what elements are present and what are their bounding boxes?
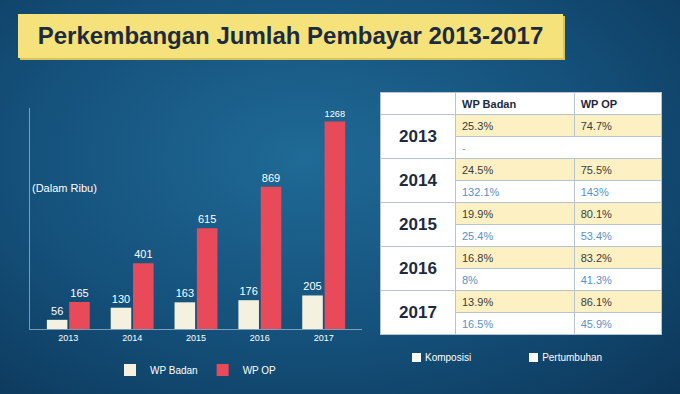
svg-text:56: 56 <box>51 305 63 317</box>
html-text:86.1%: 86.1% <box>580 295 612 308</box>
html-text:25.4%: 25.4% <box>462 229 494 242</box>
html-text:Komposisi: Komposisi <box>425 352 472 363</box>
html-text:2017: 2017 <box>399 302 437 322</box>
html-text:Perkembangan Jumlah Pembayar 2: Perkembangan Jumlah Pembayar 2013-2017 <box>37 22 544 49</box>
html-text:WP Badan: WP Badan <box>462 97 517 110</box>
svg-text:WP Badan: WP Badan <box>150 365 198 376</box>
svg-text:2016: 2016 <box>250 333 270 343</box>
svg-text:2013: 2013 <box>58 333 78 343</box>
html-text:2014: 2014 <box>399 170 437 190</box>
html-text:WP OP: WP OP <box>580 97 618 110</box>
html-text:74.7%: 74.7% <box>580 119 612 132</box>
html-text:2016: 2016 <box>399 258 437 278</box>
svg-text:1268: 1268 <box>325 109 346 119</box>
html-text:Pertumbuhan: Pertumbuhan <box>542 352 603 363</box>
html-text:13.9%: 13.9% <box>462 295 494 308</box>
html-text:80.1%: 80.1% <box>580 207 612 220</box>
html-text:16.5%: 16.5% <box>462 317 494 330</box>
svg-text:205: 205 <box>303 280 321 292</box>
html-text:41.3%: 41.3% <box>580 273 612 286</box>
html-text:132.1%: 132.1% <box>462 185 500 198</box>
html-text:75.5%: 75.5% <box>580 163 612 176</box>
svg-text:176: 176 <box>239 285 257 297</box>
html-text:2013: 2013 <box>399 126 437 146</box>
svg-text:401: 401 <box>134 248 152 260</box>
html-text:16.8%: 16.8% <box>462 251 494 264</box>
svg-text:163: 163 <box>176 287 194 299</box>
svg-text:130: 130 <box>112 293 130 305</box>
html-text:53.4%: 53.4% <box>580 229 612 242</box>
svg-text:WP OP: WP OP <box>243 365 276 376</box>
svg-text:869: 869 <box>262 172 280 184</box>
svg-text:2014: 2014 <box>122 333 142 343</box>
svg-text:2015: 2015 <box>186 333 206 343</box>
html-text:25.3%: 25.3% <box>462 119 494 132</box>
html-text:2015: 2015 <box>399 214 437 234</box>
html-text:19.9%: 19.9% <box>462 207 494 220</box>
svg-text:165: 165 <box>70 287 88 299</box>
html-text:24.5%: 24.5% <box>462 163 494 176</box>
svg-text:615: 615 <box>198 213 216 225</box>
html-text:143%: 143% <box>580 185 609 198</box>
html-text:8%: 8% <box>462 273 478 286</box>
html-text:83.2%: 83.2% <box>580 251 612 264</box>
svg-text:(Dalam Ribu): (Dalam Ribu) <box>32 182 97 194</box>
svg-text:2017: 2017 <box>314 333 334 343</box>
html-text:45.9%: 45.9% <box>580 317 612 330</box>
